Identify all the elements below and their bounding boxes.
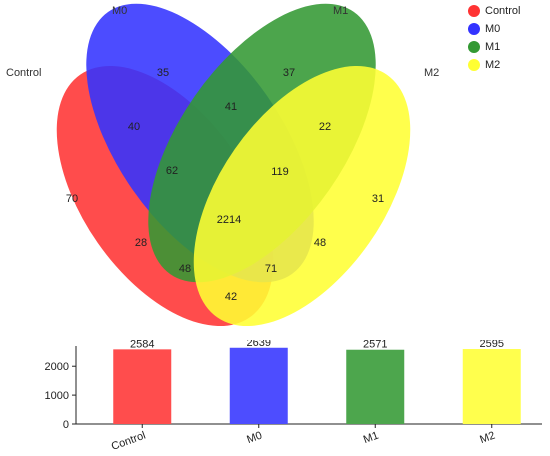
x-tick-label: M0 <box>245 430 263 447</box>
legend: Control M0 M1 M2 <box>468 2 520 74</box>
legend-item-m2[interactable]: M2 <box>468 56 520 74</box>
legend-swatch <box>468 5 480 17</box>
legend-label: M1 <box>485 41 501 53</box>
bar-chart: 0 1000 2000 2584 Control 2639 M0 2571 M1 2595 M2 <box>45 340 542 453</box>
bar-value-label: 2595 <box>480 340 504 350</box>
y-tick-label: 2000 <box>45 361 69 373</box>
x-tick-label: M2 <box>478 430 496 447</box>
venn-set-label-control: Control <box>6 67 41 79</box>
x-tick-label: Control <box>110 430 147 453</box>
venn-set-label-m2: M2 <box>424 67 439 79</box>
bar-value-label: 2571 <box>363 340 387 351</box>
legend-item-m1[interactable]: M1 <box>468 38 520 56</box>
legend-label: M2 <box>485 59 501 71</box>
x-tick-label: M1 <box>362 430 380 447</box>
bar-value-label: 2639 <box>247 340 271 349</box>
legend-item-m0[interactable]: M0 <box>468 20 520 38</box>
legend-label: M0 <box>485 23 501 35</box>
venn-region-m0: 35 <box>157 67 169 79</box>
venn-region-control-m0-m1-m2: 2214 <box>217 214 241 226</box>
venn-region-control: 70 <box>66 193 78 205</box>
venn-region-m2: 31 <box>372 193 384 205</box>
bar-m1 <box>346 349 405 424</box>
y-tick-label: 0 <box>63 419 69 431</box>
venn-diagram: Control M0 M1 M2 70 35 37 31 40 41 22 42 28 48 62 119 48… <box>6 3 439 327</box>
bar-m2 <box>462 349 521 424</box>
venn-region-control-m1-m2: 48 <box>179 263 191 275</box>
bar-m0 <box>229 347 288 424</box>
legend-swatch <box>468 23 480 35</box>
legend-swatch <box>468 59 480 71</box>
bar-value-label: 2584 <box>130 340 154 350</box>
venn-region-m0-m2: 48 <box>314 237 326 249</box>
bar-control <box>113 349 172 424</box>
legend-item-control[interactable]: Control <box>468 2 520 20</box>
venn-region-control-m0-m2: 71 <box>265 263 277 275</box>
venn-region-control-m1: 28 <box>135 237 147 249</box>
venn-set-label-m1: M1 <box>333 5 348 17</box>
venn-region-control-m2: 42 <box>225 291 237 303</box>
venn-region-control-m0-m1: 62 <box>166 165 178 177</box>
legend-swatch <box>468 41 480 53</box>
venn-region-m1-m2: 22 <box>319 121 331 133</box>
legend-label: Control <box>485 5 521 17</box>
venn-region-control-m0: 40 <box>128 121 140 133</box>
venn-region-m1: 37 <box>283 67 295 79</box>
venn-set-m2 <box>193 65 411 327</box>
venn-region-m0-m1: 41 <box>225 101 237 113</box>
venn-set-label-m0: M0 <box>112 5 127 17</box>
y-tick-label: 1000 <box>45 390 69 402</box>
venn-region-m0-m1-m2: 119 <box>271 166 289 178</box>
